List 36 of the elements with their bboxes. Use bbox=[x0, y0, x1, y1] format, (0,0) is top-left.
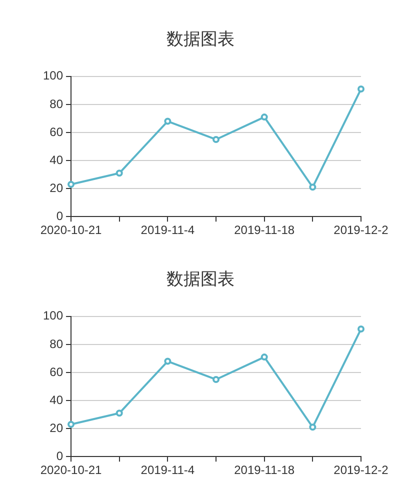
point bbox=[68, 420, 75, 428]
point bbox=[164, 358, 172, 365]
point bbox=[309, 184, 316, 191]
x-tick-label: 2019-12-2 bbox=[334, 223, 389, 238]
x-tick-label: 2019-11-4 bbox=[140, 223, 195, 238]
y-tick-label: 20 bbox=[50, 420, 64, 435]
y-tick-label: 80 bbox=[50, 336, 64, 351]
y-tick-label: 60 bbox=[50, 364, 64, 379]
y-tick-label: 0 bbox=[56, 448, 64, 463]
chart-title: 数据图表 bbox=[166, 270, 234, 290]
y-tick-label: 100 bbox=[42, 308, 64, 323]
point bbox=[260, 354, 268, 361]
y-tick-label: 20 bbox=[50, 180, 64, 195]
point bbox=[260, 114, 268, 121]
point bbox=[212, 136, 220, 143]
point bbox=[164, 118, 172, 125]
point bbox=[358, 86, 364, 93]
chart-title: 数据图表 bbox=[166, 30, 234, 50]
x-tick-label: 2020-10-21 bbox=[40, 223, 102, 238]
y-tick-label: 100 bbox=[42, 68, 64, 83]
point bbox=[358, 326, 364, 333]
y-tick-label: 0 bbox=[56, 208, 64, 223]
point bbox=[212, 376, 220, 383]
point bbox=[116, 170, 123, 177]
point bbox=[309, 424, 316, 431]
y-tick-label: 80 bbox=[50, 96, 64, 111]
y-tick-label: 40 bbox=[50, 152, 64, 167]
point bbox=[116, 410, 123, 417]
y-tick-label: 40 bbox=[50, 392, 64, 407]
x-tick-label: 2019-11-18 bbox=[234, 463, 295, 478]
y-tick-label: 60 bbox=[50, 124, 64, 139]
x-tick-label: 2019-11-4 bbox=[140, 463, 195, 478]
x-tick-label: 2019-11-18 bbox=[234, 223, 295, 238]
point bbox=[68, 180, 75, 188]
x-tick-label: 2020-10-21 bbox=[40, 463, 102, 478]
x-tick-label: 2019-12-2 bbox=[334, 463, 389, 478]
